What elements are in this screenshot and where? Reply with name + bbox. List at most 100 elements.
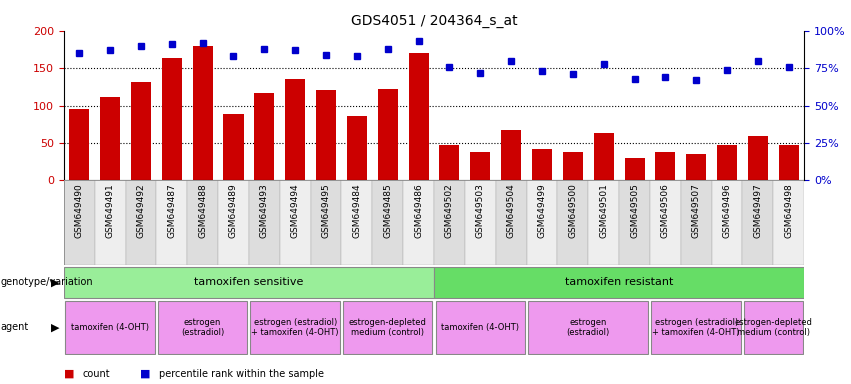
Text: GSM649489: GSM649489	[229, 183, 238, 238]
Bar	[248, 180, 280, 265]
Text: GSM649506: GSM649506	[661, 183, 670, 238]
Bar	[619, 180, 650, 265]
Bar	[158, 301, 248, 354]
Bar	[686, 154, 706, 180]
Bar	[372, 180, 403, 265]
Text: GSM649507: GSM649507	[692, 183, 700, 238]
Text: ▶: ▶	[51, 277, 60, 287]
Text: genotype/variation: genotype/variation	[1, 277, 94, 287]
Bar	[532, 149, 552, 180]
Text: estrogen
(estradiol): estrogen (estradiol)	[567, 318, 610, 337]
Text: tamoxifen (4-OHT): tamoxifen (4-OHT)	[71, 323, 149, 332]
Bar	[436, 301, 525, 354]
Bar	[218, 180, 248, 265]
Bar	[347, 116, 367, 180]
Text: GSM649497: GSM649497	[753, 183, 762, 238]
Bar	[434, 180, 465, 265]
Text: count: count	[83, 369, 110, 379]
Bar	[378, 89, 397, 180]
Bar	[131, 82, 151, 180]
Bar	[465, 180, 495, 265]
Text: GSM649505: GSM649505	[630, 183, 639, 238]
Text: estrogen-depleted
medium (control): estrogen-depleted medium (control)	[349, 318, 426, 337]
Bar	[742, 180, 774, 265]
Bar	[655, 152, 676, 180]
Title: GDS4051 / 204364_s_at: GDS4051 / 204364_s_at	[351, 14, 517, 28]
Bar	[588, 180, 619, 265]
Bar	[162, 58, 182, 180]
Bar	[744, 301, 802, 354]
Text: GSM649485: GSM649485	[383, 183, 392, 238]
Bar	[439, 145, 460, 180]
Bar	[594, 133, 614, 180]
Text: GSM649498: GSM649498	[785, 183, 793, 238]
Bar	[501, 129, 521, 180]
Text: GSM649486: GSM649486	[414, 183, 423, 238]
Text: GSM649493: GSM649493	[260, 183, 269, 238]
Bar	[711, 180, 742, 265]
Text: ■: ■	[64, 369, 74, 379]
Text: tamoxifen resistant: tamoxifen resistant	[565, 277, 673, 287]
Bar	[408, 53, 429, 180]
Bar	[280, 180, 311, 265]
Bar	[341, 180, 372, 265]
Bar	[748, 136, 768, 180]
Text: ▶: ▶	[51, 322, 60, 333]
Bar	[403, 180, 434, 265]
Text: agent: agent	[1, 322, 29, 333]
Text: GSM649501: GSM649501	[599, 183, 608, 238]
Text: GSM649484: GSM649484	[352, 183, 362, 238]
Text: GSM649499: GSM649499	[538, 183, 546, 238]
Bar	[779, 145, 799, 180]
Bar	[316, 90, 336, 180]
Bar	[527, 180, 557, 265]
Text: ■: ■	[140, 369, 151, 379]
Text: GSM649494: GSM649494	[291, 183, 300, 238]
Bar	[434, 267, 804, 298]
Bar	[224, 114, 243, 180]
Bar	[254, 93, 274, 180]
Bar	[125, 180, 157, 265]
Bar	[471, 152, 490, 180]
Bar	[557, 180, 588, 265]
Text: percentile rank within the sample: percentile rank within the sample	[159, 369, 324, 379]
Bar	[343, 301, 432, 354]
Bar	[66, 301, 155, 354]
Bar	[652, 301, 741, 354]
Text: GSM649492: GSM649492	[136, 183, 146, 238]
Text: GSM649487: GSM649487	[168, 183, 176, 238]
Bar	[563, 152, 583, 180]
Text: GSM649488: GSM649488	[198, 183, 207, 238]
Text: GSM649503: GSM649503	[476, 183, 485, 238]
Bar	[64, 267, 434, 298]
Text: estrogen
(estradiol): estrogen (estradiol)	[181, 318, 225, 337]
Text: estrogen (estradiol)
+ tamoxifen (4-OHT): estrogen (estradiol) + tamoxifen (4-OHT)	[653, 318, 740, 337]
Bar	[69, 109, 89, 180]
Bar	[681, 180, 711, 265]
Bar	[64, 180, 94, 265]
Text: tamoxifen sensitive: tamoxifen sensitive	[194, 277, 304, 287]
Text: GSM649491: GSM649491	[106, 183, 115, 238]
Bar	[774, 180, 804, 265]
Bar	[650, 180, 681, 265]
Text: GSM649500: GSM649500	[568, 183, 577, 238]
Bar	[94, 180, 125, 265]
Text: estrogen (estradiol)
+ tamoxifen (4-OHT): estrogen (estradiol) + tamoxifen (4-OHT)	[251, 318, 339, 337]
Bar	[187, 180, 218, 265]
Text: GSM649502: GSM649502	[445, 183, 454, 238]
Bar	[100, 98, 120, 180]
Bar	[192, 46, 213, 180]
Bar	[717, 145, 737, 180]
Text: tamoxifen (4-OHT): tamoxifen (4-OHT)	[442, 323, 519, 332]
Text: GSM649504: GSM649504	[506, 183, 516, 238]
Bar	[311, 180, 341, 265]
Bar	[157, 180, 187, 265]
Text: GSM649496: GSM649496	[722, 183, 732, 238]
Bar	[285, 79, 306, 180]
Bar	[250, 301, 340, 354]
Bar	[528, 301, 648, 354]
Text: GSM649495: GSM649495	[322, 183, 330, 238]
Bar	[625, 158, 644, 180]
Text: estrogen-depleted
medium (control): estrogen-depleted medium (control)	[734, 318, 813, 337]
Text: GSM649490: GSM649490	[75, 183, 83, 238]
